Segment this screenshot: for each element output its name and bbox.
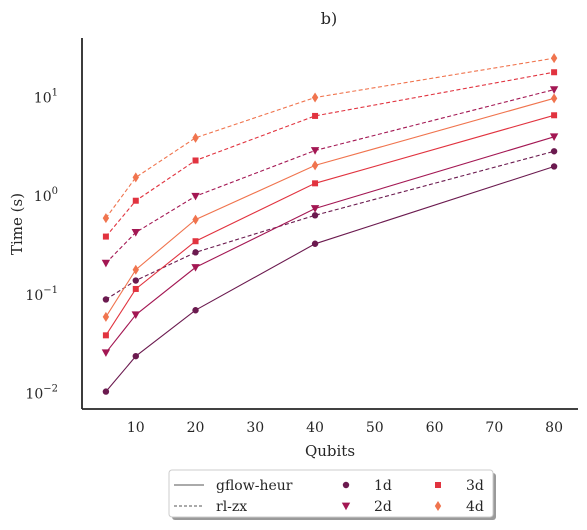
data-point-gflow-heur-1d [132, 352, 139, 360]
data-point-gflow-heur-1d [311, 240, 319, 247]
data-point-gflow-heur-1d [192, 307, 199, 314]
data-point-rl-zx-4d [102, 213, 110, 224]
data-point-rl-zx-3d [312, 112, 319, 119]
data-point-gflow-heur-3d [312, 180, 319, 187]
data-point-gflow-heur-3d [132, 285, 139, 292]
axes: 10 20 30 40 50 60 70 80 10−2 10−1 100 101 [25, 38, 578, 436]
x-tick-label: 80 [545, 420, 563, 436]
x-tick-label: 30 [246, 420, 264, 436]
y-tick-label: 10−1 [25, 285, 58, 304]
legend-marker-3d [435, 482, 441, 488]
data-point-rl-zx-2d [131, 229, 140, 237]
series-line-rl-zx-3d [105, 71, 555, 237]
legend-label-rl-zx: rl-zx [216, 499, 247, 515]
data-point-rl-zx-4d [311, 92, 319, 103]
y-tick-label: 101 [34, 87, 58, 106]
data-point-rl-zx-1d [192, 249, 199, 256]
data-point-rl-zx-2d [549, 86, 559, 94]
data-point-gflow-heur-1d [102, 388, 110, 395]
data-point-gflow-heur-2d [131, 311, 140, 319]
data-point-gflow-heur-4d [550, 93, 558, 104]
data-point-gflow-heur-4d [132, 264, 139, 275]
legend-label-4d: 4d [466, 499, 484, 515]
series-line-rl-zx-2d [105, 89, 555, 264]
y-tick-label: 10−2 [25, 384, 58, 403]
data-point-rl-zx-2d [101, 259, 111, 268]
data-point-gflow-heur-3d [102, 332, 109, 339]
data-point-gflow-heur-4d [192, 214, 199, 225]
x-tick-label: 60 [426, 420, 444, 436]
legend-marker-2d [341, 502, 351, 511]
legend: gflow-heur rl-zx 1d 2d 3d 4d [168, 469, 496, 520]
data-point-rl-zx-3d [192, 157, 199, 164]
data-point-rl-zx-2d [191, 192, 200, 201]
series-line-gflow-heur-1d [105, 165, 555, 392]
data-point-rl-zx-1d [550, 148, 558, 155]
data-point-gflow-heur-4d [311, 160, 319, 171]
data-point-gflow-heur-3d [192, 238, 199, 245]
data-point-rl-zx-4d [132, 172, 139, 183]
y-axis-title: Time (s) [8, 193, 26, 255]
legend-label-3d: 3d [466, 478, 484, 494]
data-point-gflow-heur-4d [102, 311, 110, 322]
data-point-rl-zx-4d [192, 132, 199, 143]
data-point-rl-zx-3d [132, 197, 139, 204]
data-point-rl-zx-3d [102, 233, 109, 240]
legend-label-gflow-heur: gflow-heur [216, 478, 293, 494]
x-tick-label: 70 [485, 420, 503, 436]
data-point-gflow-heur-2d [101, 349, 111, 357]
data-point-gflow-heur-1d [550, 163, 558, 170]
x-tick-label: 20 [187, 420, 205, 436]
data-point-rl-zx-2d [310, 147, 320, 155]
data-point-rl-zx-1d [102, 296, 110, 303]
x-axis-title: Qubits [305, 442, 355, 460]
y-tick-label: 100 [34, 186, 58, 205]
series-line-gflow-heur-3d [105, 114, 555, 336]
x-tick-label: 40 [306, 420, 324, 436]
legend-box [168, 469, 494, 518]
data-point-gflow-heur-2d [549, 133, 559, 141]
x-tick-label: 10 [127, 420, 145, 436]
legend-marker-4d [434, 501, 442, 511]
legend-label-2d: 2d [374, 499, 392, 515]
legend-marker-1d [342, 481, 350, 489]
data-point-gflow-heur-3d [551, 112, 558, 119]
series-line-rl-zx-1d [105, 150, 555, 300]
data-point-gflow-heur-2d [191, 264, 200, 272]
series-line-gflow-heur-4d [105, 97, 555, 318]
data-point-rl-zx-1d [311, 212, 319, 219]
data-point-rl-zx-4d [550, 53, 558, 64]
series-line-rl-zx-4d [105, 57, 555, 219]
data-point-rl-zx-3d [551, 69, 558, 76]
data-point-gflow-heur-2d [310, 205, 320, 213]
chart-title: b) [321, 9, 337, 28]
plot-area [101, 53, 559, 395]
x-tick-label: 50 [366, 420, 384, 436]
data-point-rl-zx-1d [132, 277, 139, 284]
legend-label-1d: 1d [374, 478, 392, 494]
